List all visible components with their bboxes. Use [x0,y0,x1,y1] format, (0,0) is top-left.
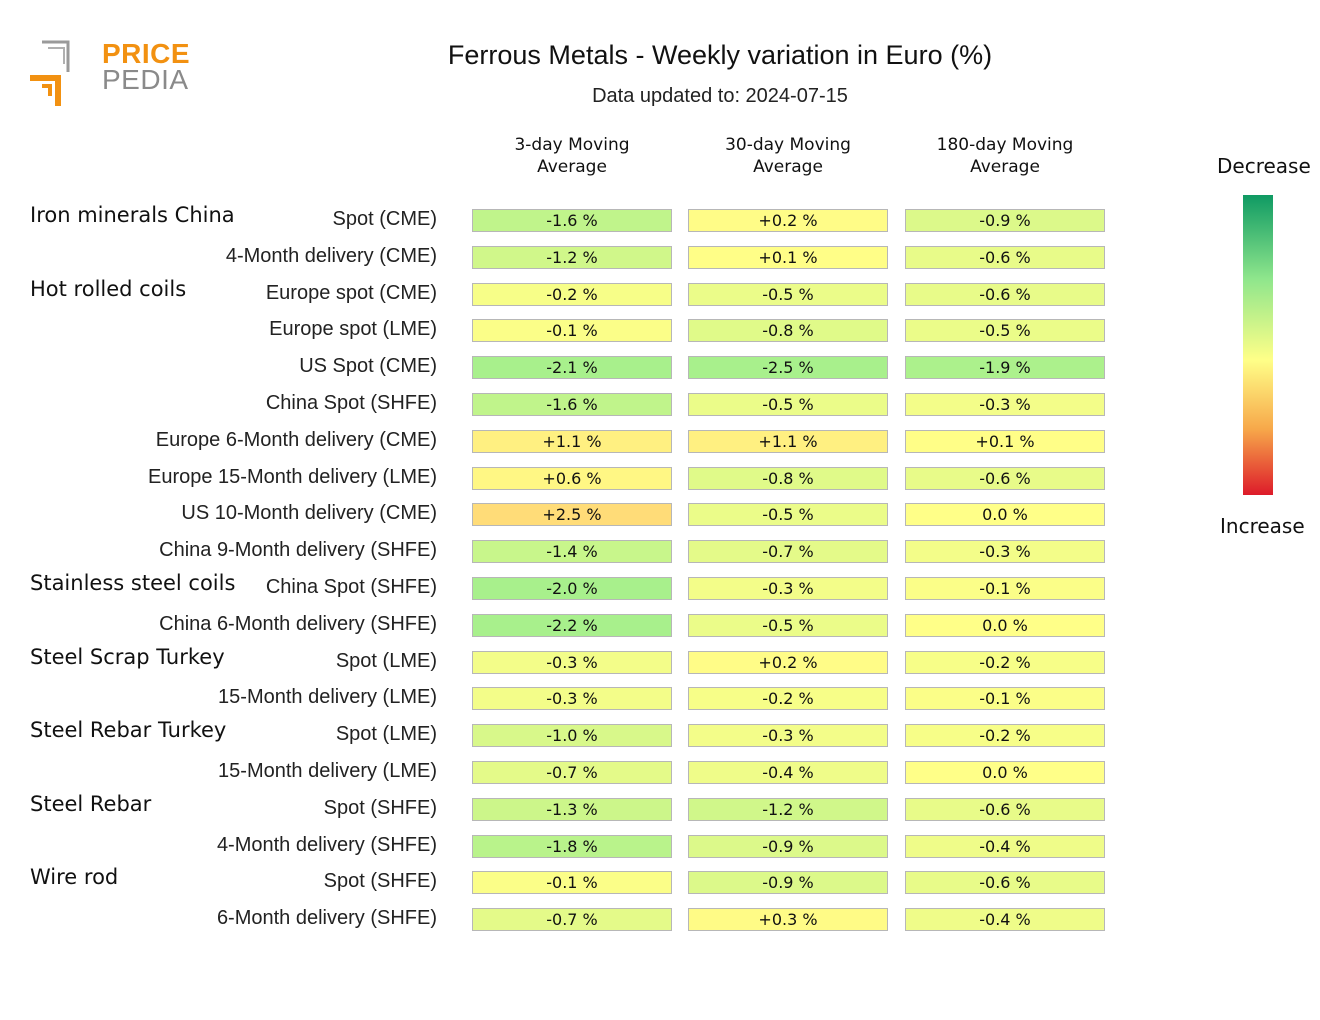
heatmap-cell: 0.0 % [905,761,1105,784]
row-label: Spot (CME) [332,208,437,230]
heatmap-cell: -0.4 % [688,761,888,784]
heatmap-cell: -0.7 % [472,908,672,932]
heatmap-cell: +0.1 % [688,245,888,269]
heatmap-cell: -0.7 % [688,540,888,564]
heatmap-cell: +2.5 % [472,503,672,527]
row-label: Spot (SHFE) [323,870,437,893]
heatmap-cell: +0.2 % [688,650,888,674]
heatmap-cell: -1.8 % [472,834,672,858]
group-label: Steel Rebar Turkey [30,718,227,743]
heatmap-cell: -0.2 % [905,724,1105,748]
heatmap-cell: -1.6 % [472,209,672,232]
heatmap-cell: -0.4 % [905,908,1105,932]
heatmap-cell: -0.2 % [688,687,888,711]
heatmap-cell: -0.5 % [688,503,888,527]
heatmap-cell: -1.2 % [472,245,672,269]
heatmap-cell: +1.1 % [688,429,888,453]
chart-subtitle: Data updated to: 2024-07-15 [592,85,848,107]
logo-word-price: PRICE [102,38,191,69]
heatmap-cell: -0.9 % [905,209,1105,232]
row-label: Spot (LME) [335,649,437,672]
heatmap-cell: -0.7 % [472,761,672,784]
heatmap-cell: -0.6 % [905,871,1105,895]
heatmap-cell: -2.5 % [688,356,888,380]
heatmap-cell: -0.2 % [472,282,672,306]
heatmap-cell: -0.9 % [688,871,888,895]
group-label: Hot rolled coils [30,276,187,301]
group-label: Stainless steel coils [30,571,236,595]
row-label: Spot (LME) [335,723,437,746]
heatmap-cell: +1.1 % [472,429,672,453]
heatmap-cell: -0.6 % [905,466,1105,490]
group-label: Iron minerals China [30,203,235,227]
group-label: Steel Scrap Turkey [30,644,225,669]
legend-increase-label: Increase [1220,514,1305,538]
heatmap-cell: -0.6 % [905,282,1105,306]
logo-mark-icon [30,40,70,106]
heatmap-cell: +0.2 % [688,209,888,232]
heatmap-cell: -0.2 % [905,650,1105,674]
column-header: 180-day Moving Average [936,135,1074,177]
heatmap-cell: -2.0 % [472,577,672,600]
row-label: Europe 15-Month delivery (LME) [147,465,437,488]
row-label: China Spot (SHFE) [265,392,437,414]
row-label: Europe 6-Month delivery (CME) [155,428,437,451]
heatmap-cell: -0.6 % [905,245,1105,269]
heatmap-cell: -0.3 % [905,393,1105,416]
heatmap-cell: -1.2 % [688,797,888,821]
heatmap-cell: +0.1 % [905,429,1105,453]
row-label: Europe spot (CME) [265,281,437,304]
group-label: Wire rod [30,865,119,890]
heatmap-cell: -1.4 % [472,540,672,564]
heatmap-cell: -0.1 % [472,871,672,895]
heatmap-cell: -0.1 % [905,687,1105,711]
heatmap-cell: -0.5 % [905,319,1105,343]
legend-color-scale [1243,195,1273,495]
heatmap-cell: -0.1 % [472,319,672,343]
row-label: 15-Month delivery (LME) [218,760,437,782]
row-label: China Spot (SHFE) [265,576,437,598]
heatmap-cell: 0.0 % [905,503,1105,527]
heatmap-cell: -2.1 % [472,356,672,380]
chart-title: Ferrous Metals - Weekly variation in Eur… [447,40,993,70]
row-label: Europe spot (LME) [269,318,437,341]
heatmap-cell: -0.3 % [688,724,888,748]
heatmap-cell: -0.1 % [905,577,1105,600]
group-label: Steel Rebar [30,791,152,816]
heatmap-cell: -1.6 % [472,393,672,416]
pricepedia-logo: PRICE PEDIA [28,36,191,112]
row-label: 6-Month delivery (SHFE) [216,907,437,930]
row-label: 4-Month delivery (CME) [225,244,437,267]
row-label: Spot (SHFE) [323,796,437,819]
heatmap-cell: -0.5 % [688,613,888,637]
row-label: China 6-Month delivery (SHFE) [159,612,437,635]
row-label: 15-Month delivery (LME) [218,686,437,709]
heatmap-cell: -0.5 % [688,282,888,306]
heatmap-cell: -0.3 % [688,577,888,600]
heatmap-cell: -1.3 % [472,797,672,821]
heatmap-cell: -1.0 % [472,724,672,748]
heatmap-cell: -0.3 % [905,540,1105,564]
heatmap-cell: +0.6 % [472,466,672,490]
heatmap-cell: -1.9 % [905,356,1105,380]
column-header: 3-day Moving Average [514,135,630,177]
legend-decrease-label: Decrease [1217,154,1311,178]
heatmap-cell: +0.3 % [688,908,888,932]
row-label: China 9-Month delivery (SHFE) [159,539,437,562]
column-header: 30-day Moving Average [725,135,851,177]
heatmap-cell: -0.4 % [905,834,1105,858]
heatmap-cell: -0.6 % [905,797,1105,821]
heatmap-cell: 0.0 % [905,613,1105,637]
row-label: US 10-Month delivery (CME) [181,502,437,525]
row-label: 4-Month delivery (SHFE) [216,833,437,856]
heatmap-cell: -0.8 % [688,319,888,343]
heatmap-cell: -2.2 % [472,613,672,637]
heatmap-cell: -0.5 % [688,393,888,416]
logo-word-pedia: PEDIA [102,64,189,95]
heatmap-cell: -0.8 % [688,466,888,490]
heatmap-cell: -0.9 % [688,834,888,858]
heatmap-cell: -0.3 % [472,650,672,674]
row-label: US Spot (CME) [299,355,437,378]
heatmap-cell: -0.3 % [472,687,672,711]
